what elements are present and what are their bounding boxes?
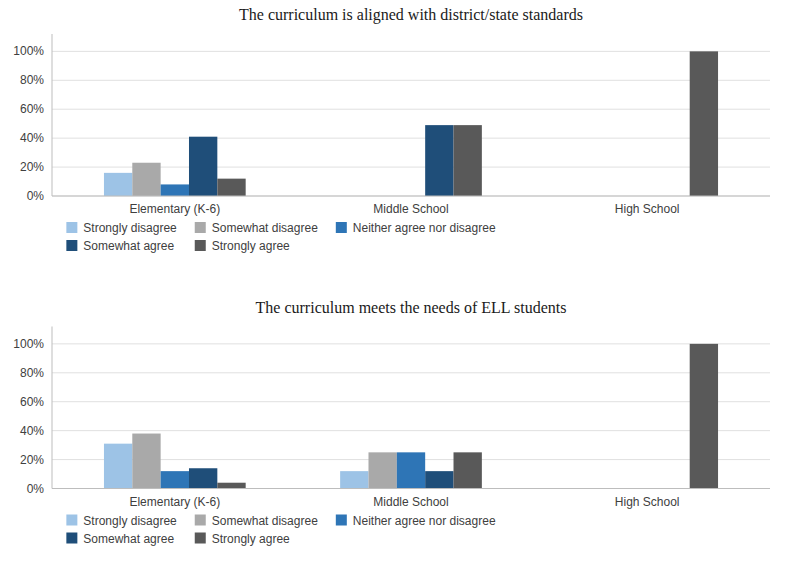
bar <box>690 344 718 489</box>
bar <box>397 452 425 488</box>
bar <box>104 444 132 489</box>
legend-item: Somewhat agree <box>66 532 174 546</box>
bar <box>132 163 160 196</box>
legend-swatch <box>336 515 347 526</box>
legend-label: Somewhat agree <box>83 532 174 546</box>
legend-swatch <box>195 533 206 544</box>
grid-line <box>52 196 770 197</box>
grid-line <box>52 343 770 344</box>
bar <box>132 434 160 489</box>
legend-item: Strongly disagree <box>66 221 177 235</box>
grid-line <box>52 430 770 431</box>
legend-label: Strongly disagree <box>83 221 177 235</box>
legend-item: Neither agree nor disagree <box>336 514 496 528</box>
y-axis-line <box>52 34 53 196</box>
x-axis-line <box>52 196 770 197</box>
bar <box>104 173 132 196</box>
y-tick-label: 80% <box>20 366 44 380</box>
grid-line <box>52 488 770 489</box>
chart-title: The curriculum is aligned with district/… <box>239 6 583 24</box>
legend-label: Neither agree nor disagree <box>353 221 496 235</box>
bar <box>425 125 453 196</box>
grid-line <box>52 372 770 373</box>
legend-label: Neither agree nor disagree <box>353 514 496 528</box>
grid-line <box>52 51 770 52</box>
grid-line <box>52 109 770 110</box>
legend-swatch <box>66 240 77 251</box>
legend-label: Somewhat agree <box>83 239 174 253</box>
bar <box>454 125 482 196</box>
grid <box>52 51 770 196</box>
y-tick-label: 40% <box>20 131 44 145</box>
figure: The curriculum is aligned with district/… <box>0 0 785 585</box>
bars <box>104 344 718 489</box>
legend-item: Strongly agree <box>195 239 290 253</box>
legend-label: Strongly agree <box>212 532 290 546</box>
legend-item: Strongly agree <box>195 532 290 546</box>
chart-title: The curriculum meets the needs of ELL st… <box>256 299 567 316</box>
y-tick-label: 60% <box>20 102 44 116</box>
legend-label: Strongly disagree <box>83 514 177 528</box>
legend-swatch <box>66 222 77 233</box>
legend-label: Somewhat disagree <box>212 221 318 235</box>
grid-line <box>52 138 770 139</box>
bar <box>340 471 368 488</box>
x-tick-label: Middle School <box>373 202 448 216</box>
y-tick-label: 100% <box>13 44 44 58</box>
x-tick-label: Elementary (K-6) <box>129 202 220 216</box>
legend-item: Somewhat agree <box>66 239 174 253</box>
chart-panel: The curriculum is aligned with district/… <box>13 6 770 253</box>
legend-item: Somewhat disagree <box>195 221 318 235</box>
bars <box>104 51 718 196</box>
bar <box>368 452 396 488</box>
y-tick-label: 60% <box>20 395 44 409</box>
x-axis-line <box>52 488 770 489</box>
legend-item: Neither agree nor disagree <box>336 221 496 235</box>
bar <box>189 468 217 488</box>
legend-swatch <box>66 515 77 526</box>
legend-label: Somewhat disagree <box>212 514 318 528</box>
legend-item: Somewhat disagree <box>195 514 318 528</box>
legend: Strongly disagree Somewhat disagree Neithe… <box>66 514 496 546</box>
legend-label: Strongly agree <box>212 239 290 253</box>
legend-swatch <box>195 515 206 526</box>
x-tick-label: Elementary (K-6) <box>129 495 220 509</box>
legend-item: Strongly disagree <box>66 514 177 528</box>
bar <box>690 51 718 196</box>
y-tick-label: 20% <box>20 453 44 467</box>
legend: Strongly disagree Somewhat disagree Neithe… <box>66 221 496 253</box>
bar <box>217 179 245 196</box>
bar <box>217 483 245 489</box>
grid-line <box>52 80 770 81</box>
grid <box>52 344 770 489</box>
y-axis-line <box>52 327 53 489</box>
bar <box>454 452 482 488</box>
chart-panel: The curriculum meets the needs of ELL st… <box>13 299 770 546</box>
y-tick-label: 0% <box>27 482 45 496</box>
y-tick-label: 20% <box>20 160 44 174</box>
y-tick-label: 100% <box>13 337 44 351</box>
legend-swatch <box>195 222 206 233</box>
grid-line <box>52 401 770 402</box>
bar <box>189 137 217 196</box>
bar <box>161 471 189 488</box>
y-tick-label: 0% <box>27 189 45 203</box>
legend-swatch <box>336 222 347 233</box>
legend-swatch <box>195 240 206 251</box>
x-tick-label: Middle School <box>373 495 448 509</box>
x-tick-label: High School <box>615 495 680 509</box>
legend-swatch <box>66 533 77 544</box>
bar <box>161 184 189 196</box>
x-tick-label: High School <box>615 202 680 216</box>
y-tick-label: 80% <box>20 73 44 87</box>
bar <box>425 471 453 488</box>
y-tick-label: 40% <box>20 424 44 438</box>
